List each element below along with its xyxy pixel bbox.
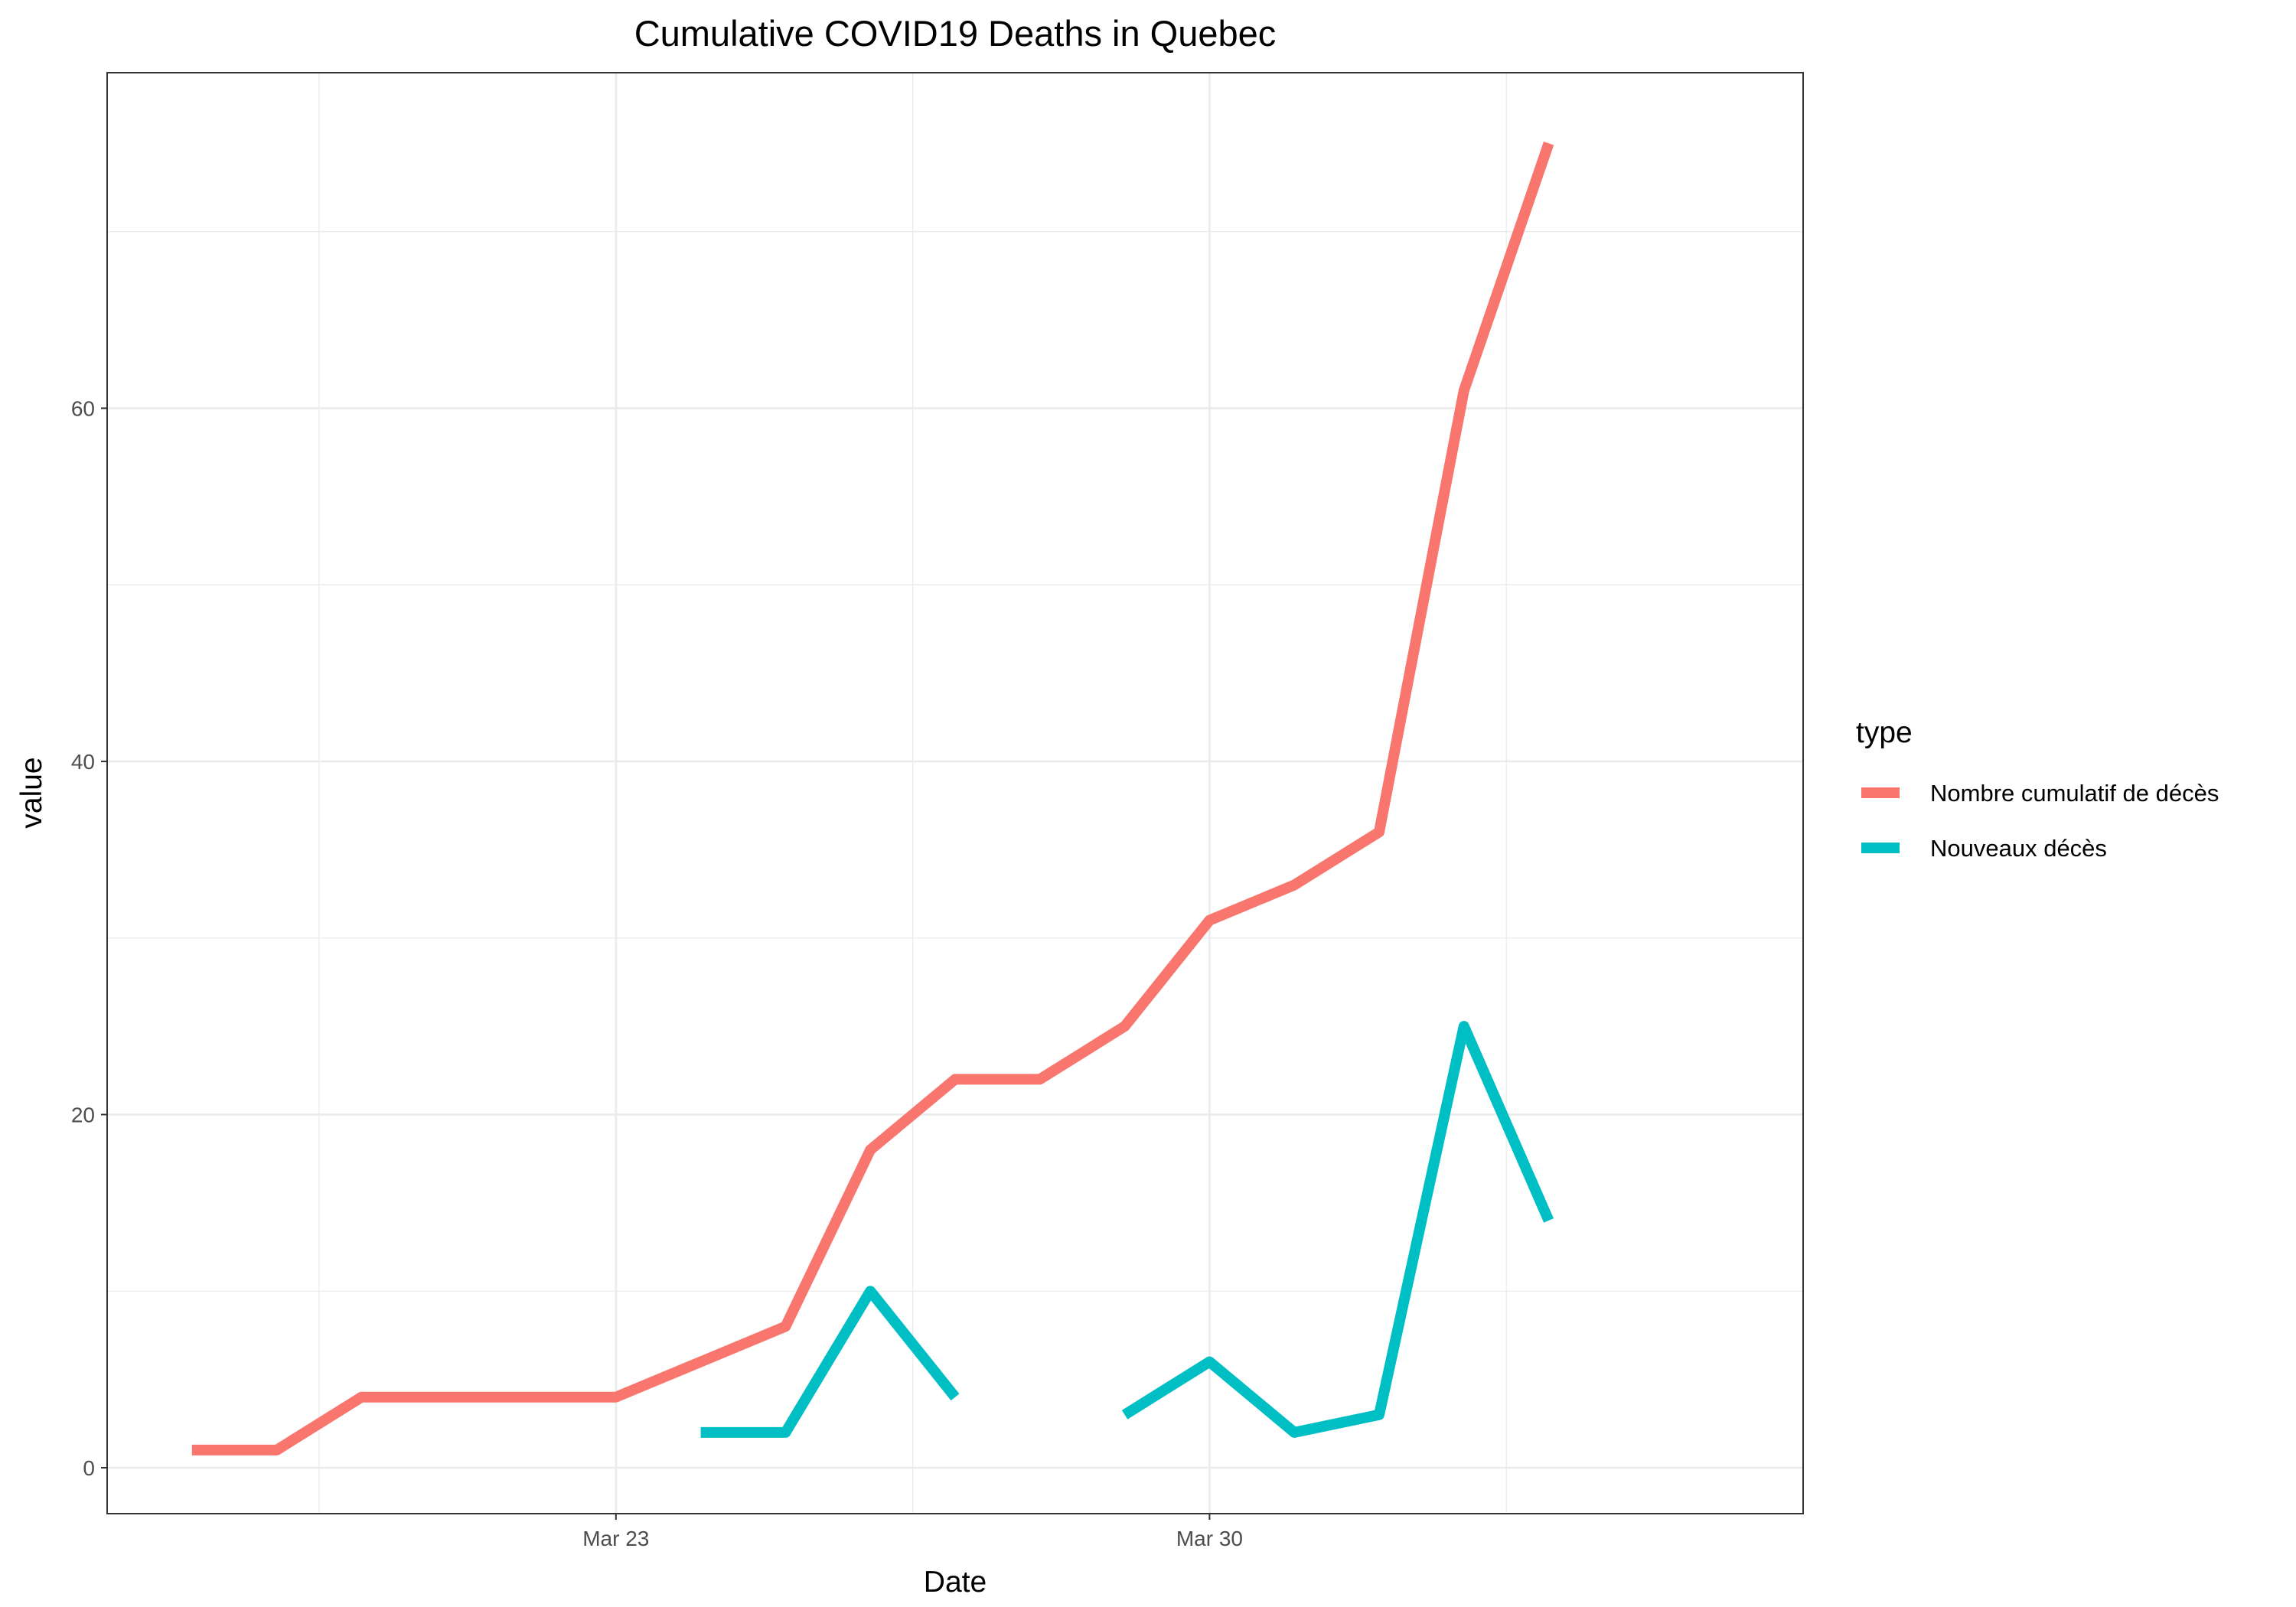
major-gridlines xyxy=(107,73,1803,1514)
y-axis: 0 20 40 60 xyxy=(71,396,107,1480)
legend-title: type xyxy=(1856,716,1913,749)
y-axis-title: value xyxy=(15,757,48,828)
y-tick-label: 60 xyxy=(71,396,95,420)
series-line-segment xyxy=(1121,1021,1554,1438)
legend-item: Nombre cumulatif de décès xyxy=(1861,780,2219,807)
y-tick-label: 40 xyxy=(71,750,95,774)
legend: type Nombre cumulatif de décès Nouveaux d… xyxy=(1856,716,2219,862)
series-nouveaux-d-c-s xyxy=(700,1021,1554,1438)
plot-panel-border xyxy=(106,72,1804,1514)
y-tick-label: 0 xyxy=(83,1456,95,1480)
x-tick-label: Mar 23 xyxy=(582,1527,649,1550)
series-nombre-cumulatif-de-d-c-s xyxy=(191,142,1554,1455)
series-lines xyxy=(191,142,1554,1455)
x-axis-title: Date xyxy=(924,1566,987,1599)
x-tick-label: Mar 30 xyxy=(1176,1527,1243,1550)
series-line-segment xyxy=(700,1286,960,1438)
minor-gridlines xyxy=(107,73,1803,1514)
series-line-segment xyxy=(191,142,1554,1455)
legend-item: Nouveaux décès xyxy=(1861,835,2107,862)
x-axis: Mar 23 Mar 30 xyxy=(582,1514,1243,1550)
legend-label: Nouveaux décès xyxy=(1930,835,2107,862)
chart-title: Cumulative COVID19 Deaths in Quebec xyxy=(634,13,1277,54)
legend-label: Nombre cumulatif de décès xyxy=(1930,780,2219,807)
y-tick-label: 20 xyxy=(71,1103,95,1126)
